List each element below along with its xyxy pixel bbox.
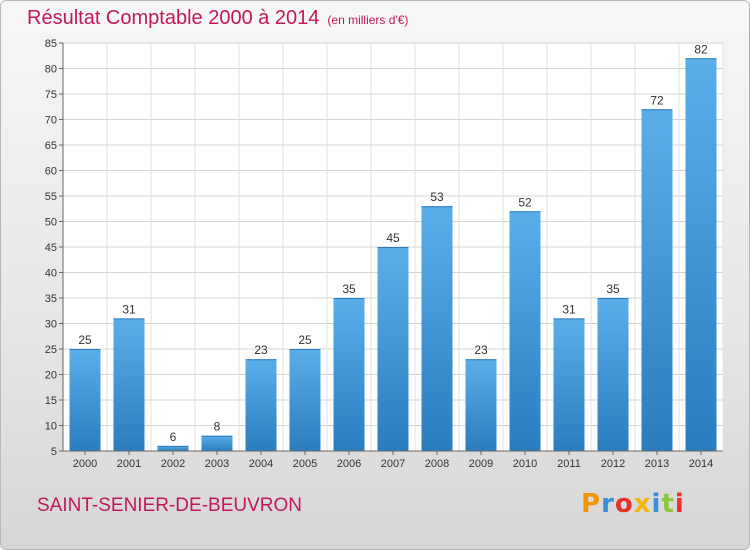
x-tick-label: 2004	[249, 458, 273, 470]
bar	[641, 109, 673, 452]
chart-title-text: Résultat Comptable 2000 à 2014	[27, 7, 320, 29]
logo-letter: P	[581, 489, 602, 519]
data-label: 31	[562, 302, 576, 316]
y-tick-label: 60	[45, 166, 57, 178]
bar	[333, 298, 365, 451]
logo-letter: t	[661, 489, 675, 519]
y-tick-label: 25	[45, 344, 57, 356]
y-tick-label: 30	[45, 319, 57, 331]
x-tick-label: 2012	[601, 458, 625, 470]
data-label: 23	[474, 343, 488, 357]
y-tick-label: 80	[45, 64, 57, 76]
bar	[553, 318, 585, 451]
labels: 5 10 15 20 25 30 35 40 45 50 55 60 65 70 75 80 85 25 2000 3…	[45, 38, 713, 470]
x-tick-label: 2002	[161, 458, 185, 470]
logo-letter: o	[614, 489, 634, 519]
bars	[69, 58, 717, 452]
chart-title: Résultat Comptable 2000 à 2014 (en millie…	[27, 7, 408, 30]
x-tick-label: 2013	[645, 458, 669, 470]
y-tick-label: 50	[45, 217, 57, 229]
axes	[59, 42, 723, 455]
bar	[289, 349, 321, 451]
y-tick-label: 15	[45, 395, 57, 407]
x-tick-label: 2003	[205, 458, 229, 470]
bar	[113, 318, 145, 451]
x-tick-label: 2006	[337, 458, 361, 470]
logo-letter: i	[651, 489, 662, 519]
bar	[157, 445, 189, 451]
data-label: 52	[518, 195, 532, 209]
data-label: 35	[606, 282, 620, 296]
y-tick-label: 65	[45, 140, 57, 152]
x-tick-label: 2001	[117, 458, 141, 470]
x-tick-label: 2005	[293, 458, 317, 470]
y-tick-label: 85	[45, 38, 57, 50]
y-tick-label: 75	[45, 89, 57, 101]
place-name: SAINT-SENIER-DE-BEUVRON	[37, 495, 302, 516]
proxiti-logo[interactable]: Proxiti	[581, 489, 685, 519]
x-tick-label: 2000	[73, 458, 97, 470]
y-tick-label: 70	[45, 115, 57, 127]
bar	[465, 359, 497, 451]
bar	[69, 349, 101, 451]
x-tick-label: 2011	[557, 458, 581, 470]
x-tick-label: 2008	[425, 458, 449, 470]
data-label: 25	[298, 333, 312, 347]
data-label: 6	[170, 430, 177, 444]
y-tick-label: 40	[45, 268, 57, 280]
data-label: 35	[342, 282, 356, 296]
data-label: 25	[78, 333, 92, 347]
bar	[685, 58, 717, 452]
data-label: 53	[430, 190, 444, 204]
y-tick-label: 10	[45, 421, 57, 433]
bar	[421, 206, 453, 451]
chart-subtitle: (en milliers d'€)	[327, 13, 409, 27]
x-tick-label: 2014	[689, 458, 713, 470]
data-label: 82	[694, 42, 708, 56]
bar	[509, 211, 541, 451]
y-tick-label: 35	[45, 293, 57, 305]
data-label: 45	[386, 231, 400, 245]
x-tick-label: 2009	[469, 458, 493, 470]
y-tick-label: 45	[45, 242, 57, 254]
data-label: 8	[214, 420, 221, 434]
y-tick-label: 5	[51, 446, 57, 458]
data-label: 31	[122, 302, 136, 316]
logo-letter: r	[601, 489, 615, 519]
logo-letter: x	[633, 489, 652, 519]
bar	[597, 298, 629, 451]
bar	[245, 359, 277, 451]
y-tick-label: 20	[45, 370, 57, 382]
bar	[201, 435, 233, 451]
x-tick-label: 2010	[513, 458, 537, 470]
x-tick-label: 2007	[381, 458, 405, 470]
data-label: 23	[254, 343, 268, 357]
data-label: 72	[650, 93, 664, 107]
bar	[377, 247, 409, 451]
logo-letter: i	[674, 489, 685, 519]
y-tick-label: 55	[45, 191, 57, 203]
